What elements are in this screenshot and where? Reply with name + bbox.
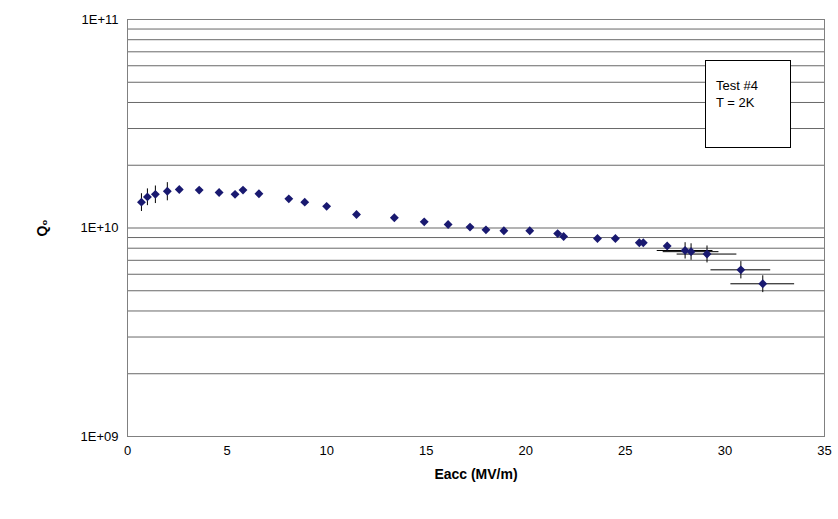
- svg-text:Eacc (MV/m): Eacc (MV/m): [434, 466, 517, 482]
- svg-text:25: 25: [618, 443, 632, 458]
- svg-text:15: 15: [419, 443, 433, 458]
- svg-text:0: 0: [124, 443, 131, 458]
- svg-text:1E+10: 1E+10: [81, 220, 119, 235]
- svg-text:5: 5: [223, 443, 230, 458]
- svg-text:10: 10: [319, 443, 333, 458]
- html-text:Test #4: Test #4: [716, 78, 758, 93]
- svg-text:35: 35: [817, 443, 831, 458]
- html-text:T = 2K: T = 2K: [716, 95, 755, 110]
- svg-text:1E+09: 1E+09: [81, 429, 119, 444]
- svg-text:20: 20: [519, 443, 533, 458]
- svg-text:Q₀: Q₀: [34, 219, 50, 236]
- svg-text:1E+11: 1E+11: [82, 12, 119, 27]
- svg-text:30: 30: [718, 443, 732, 458]
